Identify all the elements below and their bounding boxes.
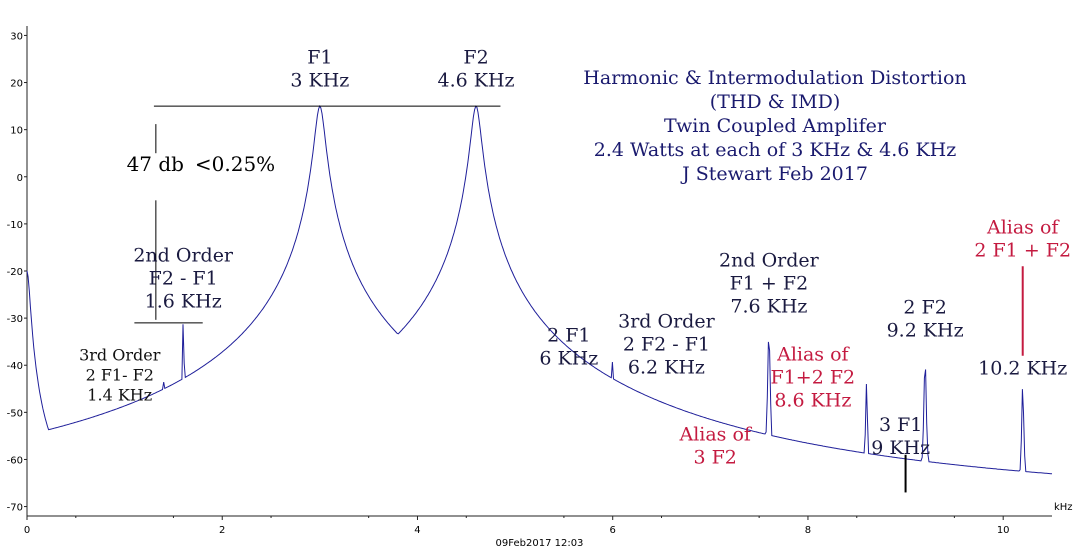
y-tick-label: 20 [10, 79, 23, 90]
y-tick-label: -20 [7, 267, 23, 278]
peak-label: 3 F1 [879, 414, 922, 436]
peak-label: 10.2 KHz [978, 358, 1067, 380]
y-tick-label: -60 [7, 455, 23, 466]
alias-label: Alias of [986, 216, 1060, 238]
peak-label: 3rd Order [618, 311, 715, 333]
peak-label: 2 F1 [547, 325, 590, 347]
y-tick-label: -40 [7, 361, 23, 372]
timestamp: 09Feb2017 12:03 [496, 538, 584, 549]
alias-label: 2 F1 + F2 [974, 239, 1071, 261]
alias-label: Alias of [776, 344, 850, 366]
peak-label: 4.6 KHz [438, 70, 515, 92]
peak-label: 2 F2 - F1 [623, 334, 710, 356]
peak-label: 7.6 KHz [730, 295, 807, 317]
measure-label: 47 db [127, 152, 184, 176]
alias-label: 8.6 KHz [774, 390, 851, 412]
alias-label: Alias of [678, 424, 752, 446]
spectrum-trace [26, 104, 1053, 475]
alias-label: F1+2 F2 [771, 367, 856, 389]
peak-label: 2nd Order [719, 249, 820, 271]
y-tick-label: 30 [10, 31, 23, 42]
peak-label: 3rd Order [79, 346, 161, 365]
title-line: Harmonic & Intermodulation Distortion [583, 67, 966, 89]
title-line: (THD & IMD) [710, 91, 841, 113]
spectrum-line [26, 104, 1053, 475]
y-tick-label: -50 [7, 408, 23, 419]
title-line: J Stewart Feb 2017 [680, 163, 868, 185]
peak-label: 1.6 KHz [145, 291, 222, 313]
x-tick-label: 10 [997, 525, 1010, 536]
y-tick-label: -30 [7, 314, 23, 325]
y-tick-label: 10 [10, 126, 23, 137]
x-tick-label: 6 [610, 525, 616, 536]
peak-label: 6.2 KHz [628, 357, 705, 379]
x-tick-label: 0 [24, 525, 30, 536]
x-tick-label: 2 [219, 525, 225, 536]
peak-label: F2 - F1 [149, 268, 218, 290]
y-tick-label: -70 [7, 503, 23, 514]
peak-label: 9 KHz [871, 437, 930, 459]
y-tick-label: -10 [7, 220, 23, 231]
x-tick-label: 4 [414, 525, 420, 536]
chart-title: Harmonic & Intermodulation Distortion(TH… [583, 67, 966, 185]
title-line: 2.4 Watts at each of 3 KHz & 4.6 KHz [594, 139, 956, 161]
peak-label: 2nd Order [133, 245, 234, 267]
peak-label: 9.2 KHz [887, 319, 964, 341]
peak-label: F2 [463, 47, 488, 69]
peak-label: 1.4 KHz [87, 386, 152, 405]
x-axis-unit: kHz [1054, 502, 1073, 513]
peak-label: F1 + F2 [730, 272, 809, 294]
title-line: Twin Coupled Amplifer [664, 115, 887, 137]
peak-label: 2 F1- F2 [86, 366, 154, 385]
alias-label: 3 F2 [694, 447, 737, 469]
peak-label: 2 F2 [903, 296, 946, 318]
x-tick-label: 8 [805, 525, 811, 536]
measure-note: <0.25% [195, 152, 275, 176]
peak-label: 3 KHz [290, 70, 349, 92]
y-tick-label: 0 [17, 173, 23, 184]
peak-label: 6 KHz [539, 348, 598, 370]
measurement-marks: 47 db <0.25% [127, 105, 1024, 493]
peak-label: F1 [307, 47, 332, 69]
